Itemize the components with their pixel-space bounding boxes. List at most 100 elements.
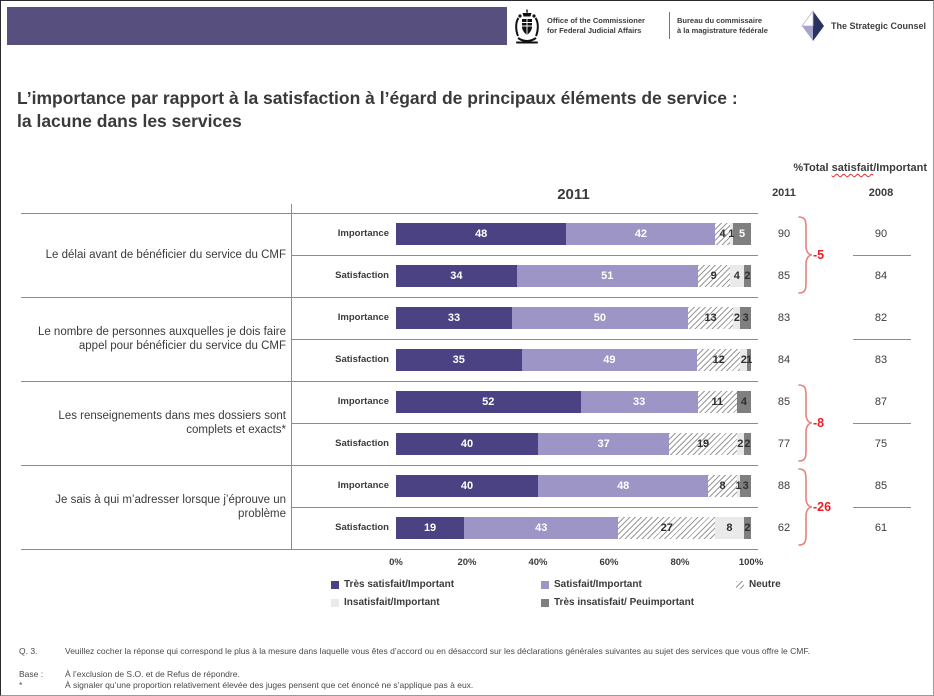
bar-segment-value: 8 <box>719 480 726 492</box>
legend-item: Insatisfait/Important <box>331 597 440 608</box>
bar-segment-value: 52 <box>482 396 495 408</box>
header-banner <box>7 7 507 45</box>
footnote-text: À l’exclusion de S.O. et de Refus de rép… <box>65 669 240 679</box>
row-separator-line <box>291 507 758 508</box>
total-2008-value: 90 <box>874 228 888 240</box>
bar-segment-value: 13 <box>704 312 717 324</box>
bar-row-label: Satisfaction <box>335 354 389 365</box>
stacked-bar-importance: 40 48 8 1 3 <box>396 475 751 497</box>
axis-tick-label: 20% <box>457 557 477 568</box>
bar-segment: 37 <box>538 433 670 455</box>
bar-segment: 49 <box>521 349 698 371</box>
totals-column-header: %Total satisfait/Important <box>701 162 927 174</box>
bar-segment: 51 <box>516 265 698 287</box>
totals-year-2011: 2011 <box>772 187 796 199</box>
stacked-bar-importance: 33 50 13 2 3 <box>396 307 751 329</box>
legend-item: Satisfait/Important <box>541 579 642 590</box>
bar-segment: 34 <box>396 265 517 287</box>
bar-segment: 42 <box>566 223 716 245</box>
totals-header-pre: %Total <box>793 162 832 174</box>
totals-header-post: /Important <box>873 162 927 174</box>
bar-segment: 2 <box>733 307 741 329</box>
row-separator-line <box>291 339 758 340</box>
bar-segment: 2 <box>740 349 748 371</box>
bar-segment: 52 <box>396 391 581 413</box>
total-2011-value: 84 <box>777 354 791 366</box>
gap-brace <box>798 384 813 462</box>
bar-segment-value: 2 <box>737 438 744 450</box>
bar-segment: 50 <box>511 307 688 329</box>
bar-segment: 4 <box>715 223 730 245</box>
bar-row-label: Satisfaction <box>335 270 389 281</box>
footnote-label: Base : <box>19 669 44 679</box>
footnote-label: Q. 3. <box>19 646 38 656</box>
row-separator-line <box>291 423 758 424</box>
bar-segment: 2 <box>743 265 751 287</box>
legend-item: Très insatisfait/ Peuimportant <box>541 597 694 608</box>
stacked-bar-importance: 52 33 11 4 <box>396 391 751 413</box>
bar-segment: 4 <box>736 391 751 413</box>
header-text-divider <box>669 12 670 39</box>
bar-segment-value: 33 <box>633 396 646 408</box>
bar-segment: 8 <box>715 517 744 539</box>
stacked-bar-satisfaction: 34 51 9 4 2 <box>396 265 751 287</box>
axis-tick-label: 40% <box>528 557 548 568</box>
axis-tick-label: 80% <box>670 557 690 568</box>
org-fr-line1: Bureau du commissaire <box>677 16 763 25</box>
brand-name: The Strategic Counsel <box>831 21 927 31</box>
stacked-bar-satisfaction: 40 37 19 2 2 <box>396 433 751 455</box>
bar-segment: 35 <box>396 349 522 371</box>
total-2008-value: 87 <box>874 396 888 408</box>
legend-label: Très satisfait/Important <box>344 579 455 590</box>
bar-segment-value: 48 <box>617 480 630 492</box>
bar-segment: 27 <box>618 517 716 539</box>
label-divider-line <box>291 213 292 549</box>
bar-segment: 2 <box>743 433 751 455</box>
bar-segment-value: 19 <box>696 438 710 450</box>
bar-row-label: Importance <box>337 228 389 239</box>
bar-segment-value: 19 <box>423 522 437 534</box>
canada-coat-of-arms-icon <box>515 9 539 44</box>
page-title: L’importance par rapport à la satisfacti… <box>17 87 921 133</box>
category-label: Le nombre de personnes auxquelles je doi… <box>37 326 286 352</box>
total-2008-value: 82 <box>874 312 888 324</box>
total-2011-value: 83 <box>777 312 791 324</box>
footnote-text: À signaler qu’une proportion relativemen… <box>65 680 474 690</box>
bar-segment-value: 2 <box>744 438 751 450</box>
bar-segment-value: 3 <box>742 480 749 492</box>
bar-segment-value: 37 <box>597 438 610 450</box>
legend-swatch <box>736 580 744 589</box>
gap-value: -26 <box>813 500 832 514</box>
stacked-bar-importance: 48 42 4 1 5 <box>396 223 751 245</box>
total-2011-value: 90 <box>777 228 791 240</box>
bar-row-label: Importance <box>337 480 389 491</box>
bar-segment: 1 <box>728 223 735 245</box>
bar-segment-value: 2 <box>744 270 751 282</box>
bar-segment-value: 1 <box>746 354 753 366</box>
footnote-text: Veuillez cocher la réponse qui correspon… <box>65 646 810 656</box>
org-name-french: Bureau du commissaire à la magistrature … <box>677 16 768 35</box>
bar-segment: 33 <box>396 307 512 329</box>
bar-segment: 11 <box>697 391 737 413</box>
bar-segment: 1 <box>736 475 742 497</box>
bar-segment-value: 4 <box>740 396 747 408</box>
bar-segment: 40 <box>396 433 538 455</box>
legend-swatch <box>541 580 549 589</box>
group-separator-line <box>21 549 758 550</box>
group-separator-line <box>21 213 758 214</box>
bar-segment-value: 42 <box>634 228 648 240</box>
legend-swatch <box>541 598 549 607</box>
group-separator-line <box>21 381 758 382</box>
legend-swatch <box>331 580 339 589</box>
bar-segment-value: 2 <box>740 354 747 366</box>
total-2008-value: 75 <box>874 438 888 450</box>
bar-row-label: Importance <box>337 396 389 407</box>
total-2011-value: 77 <box>777 438 791 450</box>
axis-tick-label: 60% <box>599 557 619 568</box>
gap-value: -8 <box>813 416 825 430</box>
bar-segment: 2 <box>736 433 744 455</box>
page-title-line2: la lacune dans les services <box>17 111 242 131</box>
group-separator-line <box>21 297 758 298</box>
org-en-line2: for Federal Judicial Affairs <box>547 25 642 35</box>
